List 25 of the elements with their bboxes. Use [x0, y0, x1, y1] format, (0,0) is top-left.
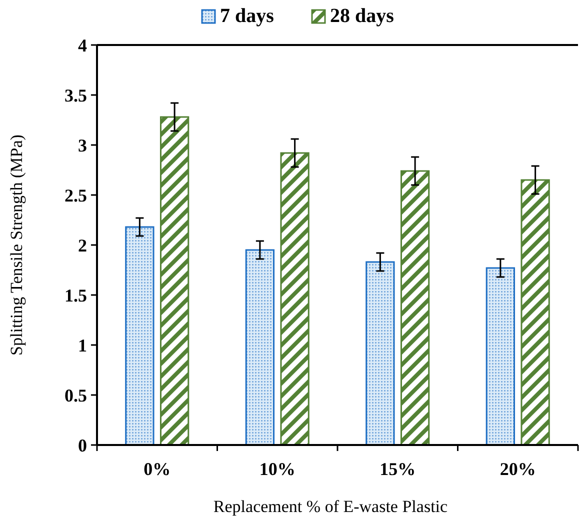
y-axis-title: Splitting Tensile Strength (MPa) — [7, 134, 26, 356]
bar — [160, 116, 190, 446]
x-tick-label: 15% — [380, 459, 416, 479]
legend-label: 7 days — [220, 5, 274, 27]
bar — [520, 179, 550, 446]
legend-label: 28 days — [330, 5, 394, 27]
bar — [125, 226, 154, 446]
y-tick-label: 2 — [78, 235, 87, 256]
y-tick-label: 0.5 — [64, 385, 87, 406]
bar — [280, 152, 310, 446]
x-tick-label: 0% — [144, 459, 171, 479]
y-tick-label: 1 — [78, 335, 87, 356]
y-tick-label: 1.5 — [64, 285, 87, 306]
y-tick-label: 3 — [78, 135, 87, 156]
y-tick-label: 0 — [78, 435, 87, 456]
x-tick-label: 10% — [259, 459, 296, 479]
bar — [486, 267, 516, 446]
bar — [245, 249, 275, 446]
y-tick-label: 3.5 — [64, 85, 87, 106]
y-tick-label: 2.5 — [64, 185, 87, 206]
bar — [400, 170, 430, 446]
y-tick-label: 4 — [78, 35, 87, 56]
x-tick-label: 20% — [500, 459, 536, 479]
bar — [366, 261, 395, 446]
x-axis-title: Replacement % of E-waste Plastic — [213, 497, 448, 516]
